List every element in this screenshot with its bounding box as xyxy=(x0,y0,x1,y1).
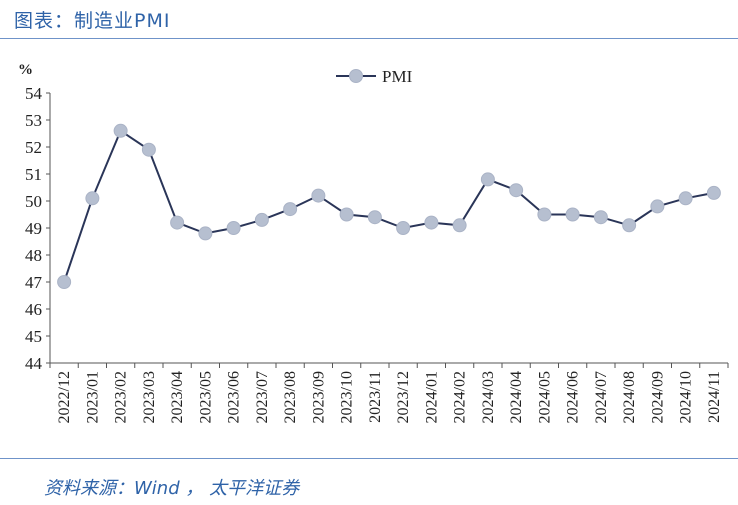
legend: PMI xyxy=(336,67,413,86)
x-tick-label: 2023/02 xyxy=(113,371,130,423)
data-point xyxy=(311,188,326,203)
x-tick-label: 2023/10 xyxy=(339,371,356,423)
y-tick-label: 45 xyxy=(25,327,42,346)
data-point xyxy=(537,207,552,222)
data-point xyxy=(706,185,721,200)
x-tick-label: 2024/07 xyxy=(593,371,610,423)
data-point xyxy=(254,212,269,227)
x-tick-label: 2022/12 xyxy=(56,371,73,423)
x-tick-label: 2024/06 xyxy=(565,371,582,423)
source-note: 资料来源：Wind ， 太平洋证券 xyxy=(44,478,300,499)
y-tick-label: 49 xyxy=(25,219,42,238)
y-tick-label: 54 xyxy=(25,84,43,103)
data-point xyxy=(113,123,128,138)
data-point xyxy=(480,172,495,187)
data-point xyxy=(565,207,580,222)
x-tick-label: 2024/04 xyxy=(508,371,525,423)
data-point xyxy=(678,191,693,206)
data-point xyxy=(367,210,382,225)
y-tick-label: 50 xyxy=(25,192,42,211)
x-axis-ticks: 2022/12 2023/01 2023/02 2023/03 2023/04 2023/… xyxy=(49,363,729,423)
legend-label: PMI xyxy=(382,67,413,86)
x-tick-label: 2023/12 xyxy=(395,371,412,423)
y-tick-label: 47 xyxy=(25,273,43,292)
x-tick-label: 2023/04 xyxy=(169,371,186,423)
x-tick-label: 2023/11 xyxy=(367,371,384,423)
data-point xyxy=(283,202,298,217)
x-tick-label: 2024/08 xyxy=(621,371,638,423)
data-point xyxy=(650,199,665,214)
top-divider xyxy=(0,38,738,39)
data-point xyxy=(452,218,467,233)
legend-marker xyxy=(349,69,363,83)
data-point xyxy=(198,226,213,241)
plot-area xyxy=(57,123,721,289)
y-tick-label: 48 xyxy=(25,246,42,265)
y-tick-label: 53 xyxy=(25,111,42,130)
data-point xyxy=(424,215,439,230)
x-tick-label: 2024/09 xyxy=(649,371,666,423)
x-tick-label: 2023/05 xyxy=(197,371,214,423)
data-point xyxy=(57,275,72,289)
x-tick-label: 2023/06 xyxy=(226,371,243,423)
x-tick-label: 2024/01 xyxy=(423,371,440,423)
x-tick-label: 2024/11 xyxy=(706,371,723,423)
data-point xyxy=(509,183,524,198)
data-point xyxy=(593,210,608,225)
y-tick-label: 51 xyxy=(25,165,42,184)
y-tick-label: 44 xyxy=(25,354,43,373)
y-tick-label: 52 xyxy=(25,138,42,157)
x-tick-label: 2023/09 xyxy=(310,371,327,423)
x-tick-label: 2024/05 xyxy=(536,371,553,423)
x-tick-label: 2023/03 xyxy=(141,371,158,423)
x-tick-label: 2023/07 xyxy=(254,371,271,423)
x-tick-label: 2023/08 xyxy=(282,371,299,423)
y-axis-ticks: 44 45 46 47 48 49 50 51 52 53 54 xyxy=(25,84,50,373)
series-line-pmi xyxy=(63,129,715,283)
data-point xyxy=(141,142,156,157)
y-axis-unit: % xyxy=(18,62,33,78)
data-point xyxy=(170,215,185,230)
y-tick-label: 46 xyxy=(25,300,42,319)
data-point xyxy=(85,191,100,206)
x-tick-label: 2023/01 xyxy=(84,371,101,423)
data-point xyxy=(339,207,354,222)
x-tick-label: 2024/03 xyxy=(480,371,497,423)
x-tick-label: 2024/10 xyxy=(678,371,695,423)
data-point xyxy=(226,221,241,235)
x-tick-label: 2024/02 xyxy=(452,371,469,423)
chart-title: 图表：制造业PMI xyxy=(14,10,171,32)
data-point xyxy=(622,218,637,233)
data-point xyxy=(396,221,411,235)
chart-header: 图表：制造业PMI xyxy=(0,0,738,40)
bottom-divider xyxy=(0,458,738,459)
